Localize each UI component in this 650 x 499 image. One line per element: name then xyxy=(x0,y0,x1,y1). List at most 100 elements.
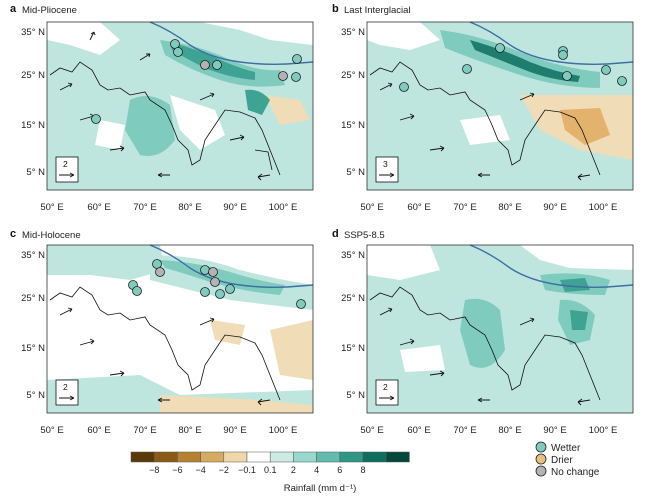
panel-a-proxy-sites xyxy=(91,39,302,124)
colorbar-cell xyxy=(200,451,225,463)
colorbar-tick-label: −2 xyxy=(219,465,229,475)
panel-d-reference-label: 2 xyxy=(383,382,388,392)
colorbar-tick-label: −0.1 xyxy=(238,465,256,475)
panel-d-letter: d xyxy=(332,228,339,240)
lat-tick-label: 25° N xyxy=(341,70,365,81)
panel-d-reference-vector: 2 xyxy=(375,379,399,406)
lat-tick-label: 35° N xyxy=(21,250,45,261)
colorbar-tick-labels: −8 −6 −4 −2 −0.1 0.1 2 4 6 8 xyxy=(149,465,365,475)
colorbar-cell xyxy=(130,451,155,463)
lon-tick-label: 50° E xyxy=(40,202,63,213)
colorbar: −8 −6 −4 −2 −0.1 0.1 2 4 6 8 Rainfall (mm d⁻¹) xyxy=(130,451,410,494)
lon-tick-label: 60° E xyxy=(87,202,110,213)
panel-d-map: d SSP5-8.5 2 xyxy=(332,228,634,414)
colorbar-tick-label: −4 xyxy=(195,465,205,475)
lat-tick-label: 25° N xyxy=(341,293,365,304)
lon-tick-label: 100° E xyxy=(589,202,618,213)
lat-tick-label: 15° N xyxy=(21,343,45,354)
colorbar-cell xyxy=(293,451,317,463)
lon-tick-label: 70° E xyxy=(453,425,476,436)
colorbar-cell xyxy=(177,451,201,463)
lon-tick-label: 70° E xyxy=(453,202,476,213)
colorbar-cell xyxy=(269,451,294,463)
lon-tick-label: 100° E xyxy=(269,425,298,436)
panel-a-map: a Mid-Pliocene xyxy=(10,3,314,191)
panel-b-proxy-sites xyxy=(399,43,627,92)
lon-tick-label: 90° E xyxy=(223,425,246,436)
legend: Wetter Drier No change xyxy=(535,441,600,478)
colorbar-cell xyxy=(339,451,364,463)
lat-tick-label: 15° N xyxy=(21,120,45,131)
lat-tick-label: 5° N xyxy=(26,167,45,178)
panel-d-title: SSP5-8.5 xyxy=(344,230,385,241)
colorbar-cell xyxy=(153,451,178,463)
lon-tick-label: 60° E xyxy=(407,425,430,436)
legend-drier-marker xyxy=(535,453,547,465)
panel-c-letter: c xyxy=(10,228,16,240)
legend-no-change-label: No change xyxy=(551,467,600,478)
panel-c-reference-label: 2 xyxy=(63,382,68,392)
panel-b-map: b Last Interglacial xyxy=(332,3,634,191)
legend-wetter-label: Wetter xyxy=(551,443,581,454)
panel-c-map: c Mid-Holocene xyxy=(10,228,314,414)
colorbar-cells xyxy=(130,451,410,463)
lon-tick-label: 60° E xyxy=(87,425,110,436)
panel-d-field xyxy=(367,245,633,413)
lon-tick-label: 90° E xyxy=(543,202,566,213)
panel-b-reference-vector: 3 xyxy=(375,156,399,183)
lon-tick-label: 80° E xyxy=(498,425,521,436)
colorbar-cell xyxy=(385,451,410,463)
lat-tick-label: 35° N xyxy=(341,250,365,261)
panel-a-reference-label: 2 xyxy=(63,159,68,169)
colorbar-title: Rainfall (mm d⁻¹) xyxy=(284,483,357,494)
lon-tick-label: 50° E xyxy=(360,202,383,213)
colorbar-tick-label: 4 xyxy=(314,465,319,475)
panel-c-reference-vector: 2 xyxy=(55,379,79,406)
panel-a-letter: a xyxy=(10,3,17,15)
lat-tick-label: 5° N xyxy=(26,390,45,401)
colorbar-tick-label: 2 xyxy=(291,465,296,475)
lon-tick-label: 80° E xyxy=(498,202,521,213)
colorbar-tick-label: −6 xyxy=(172,465,182,475)
lon-tick-label: 50° E xyxy=(40,425,63,436)
panel-c-title: Mid-Holocene xyxy=(22,230,81,241)
colorbar-cell xyxy=(223,451,248,463)
lat-tick-label: 5° N xyxy=(346,390,365,401)
legend-no-change-marker xyxy=(535,465,547,477)
panel-b-reference-label: 3 xyxy=(383,159,388,169)
lat-tick-label: 25° N xyxy=(21,293,45,304)
lat-tick-label: 35° N xyxy=(21,27,45,38)
colorbar-tick-label: 6 xyxy=(337,465,342,475)
lat-tick-label: 25° N xyxy=(21,70,45,81)
colorbar-cell xyxy=(362,451,387,463)
lon-tick-label: 80° E xyxy=(178,425,201,436)
lon-tick-label: 90° E xyxy=(543,425,566,436)
legend-drier-label: Drier xyxy=(551,455,573,466)
lon-tick-label: 50° E xyxy=(360,425,383,436)
lat-tick-label: 5° N xyxy=(346,167,365,178)
lon-tick-label: 60° E xyxy=(407,202,430,213)
legend-wetter-marker xyxy=(535,441,547,453)
lon-tick-label: 100° E xyxy=(269,202,298,213)
panel-a-reference-vector: 2 xyxy=(55,156,79,183)
lon-tick-label: 90° E xyxy=(223,202,246,213)
colorbar-tick-label: −8 xyxy=(149,465,159,475)
lat-tick-label: 15° N xyxy=(341,120,365,131)
lat-tick-label: 15° N xyxy=(341,343,365,354)
colorbar-tick-label: 8 xyxy=(360,465,365,475)
panel-a-wind-arrows xyxy=(59,31,271,181)
panel-b-wind-arrows xyxy=(379,82,591,181)
panel-a-title: Mid-Pliocene xyxy=(22,5,77,16)
panel-d-wind-arrows xyxy=(379,307,591,406)
lon-tick-label: 70° E xyxy=(133,425,156,436)
colorbar-cell xyxy=(316,451,341,463)
lon-tick-label: 70° E xyxy=(133,202,156,213)
lat-tick-label: 35° N xyxy=(341,27,365,38)
panel-b-letter: b xyxy=(332,3,339,15)
panel-a-field xyxy=(47,22,313,190)
panel-c-wind-arrows xyxy=(59,307,271,406)
colorbar-cell xyxy=(246,451,271,463)
panel-c-field xyxy=(47,245,313,413)
